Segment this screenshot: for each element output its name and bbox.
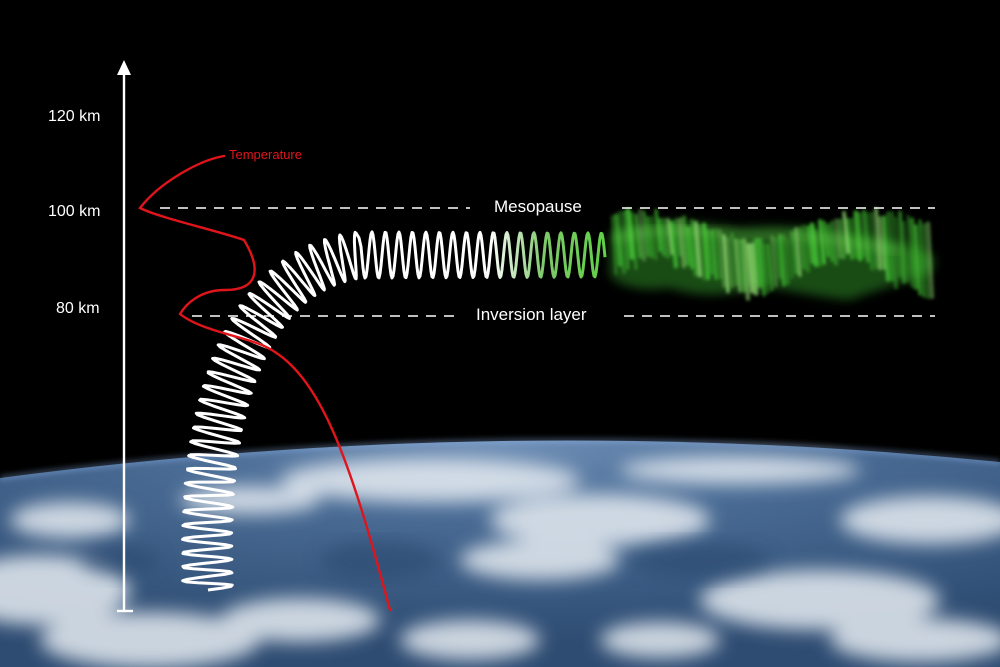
- aurora-ray: [753, 237, 763, 289]
- aurora-ray: [682, 215, 690, 266]
- aurora-ray: [650, 215, 658, 261]
- aurora-ray: [701, 222, 711, 281]
- aurora-ray: [778, 233, 786, 287]
- aurora-ray: [618, 210, 626, 275]
- aurora-ray: [786, 238, 794, 279]
- temperature-label: Temperature: [229, 147, 302, 162]
- aurora-ray: [826, 223, 834, 263]
- aurora-ray: [638, 208, 646, 262]
- aurora-ray: [909, 217, 919, 291]
- aurora-ray: [698, 224, 706, 281]
- aurora-ray: [770, 235, 778, 288]
- aurora-ray: [902, 220, 910, 284]
- altitude-tick-100: 100 km: [48, 203, 101, 220]
- aurora-ray: [886, 211, 894, 282]
- cloud-cover: [0, 456, 1000, 667]
- aurora-ray: [850, 217, 858, 259]
- aurora-ray: [842, 211, 850, 255]
- aurora-ray: [809, 222, 819, 268]
- aurora-ray: [738, 238, 746, 293]
- mesopause-label: Mesopause: [488, 197, 588, 217]
- aurora-ray: [646, 215, 654, 259]
- aurora-ray: [818, 219, 826, 265]
- aurora-ray: [879, 216, 885, 271]
- aurora-ray: [610, 215, 618, 275]
- aurora-ray: [658, 218, 666, 257]
- aurora-ray: [662, 217, 670, 259]
- aurora-ray: [906, 214, 914, 288]
- altitude-axis-arrow: [117, 60, 131, 75]
- aurora-ray: [925, 221, 935, 299]
- altitude-tick-80: 80 km: [56, 300, 100, 317]
- aurora-ray: [845, 217, 855, 261]
- aurora-ray: [894, 216, 902, 278]
- aurora-ray: [862, 209, 870, 263]
- aurora-ray: [918, 219, 926, 298]
- aurora-ray: [838, 218, 846, 260]
- aurora-ray: [710, 229, 718, 280]
- aurora-ray: [766, 243, 774, 292]
- aurora-ray: [774, 237, 782, 279]
- earth-surface: [0, 438, 1000, 667]
- gravity-wave: [181, 230, 497, 592]
- aurora-ray: [749, 242, 759, 296]
- airglow-band: [610, 207, 935, 301]
- aurora-ray: [874, 207, 882, 271]
- aurora-ray: [730, 232, 738, 287]
- aurora-ray: [914, 224, 922, 296]
- aurora-ray: [726, 237, 734, 289]
- aurora-ray: [858, 212, 866, 258]
- aurora-ray: [634, 213, 642, 259]
- aurora-ray: [674, 218, 682, 257]
- aurora-ray: [806, 225, 814, 265]
- aurora-ray: [898, 210, 906, 284]
- aurora-ray: [734, 238, 742, 293]
- aurora-ray: [830, 220, 838, 266]
- aurora-ray: [871, 211, 877, 270]
- aurora-ray: [622, 210, 630, 270]
- aurora-ray: [742, 238, 750, 301]
- aurora-ray: [685, 226, 695, 270]
- temperature-curve: [138, 154, 392, 612]
- aurora-ray: [922, 223, 930, 300]
- inversion-layer-label: Inversion layer: [470, 305, 593, 325]
- aurora-ray: [790, 230, 798, 275]
- aurora-ray: [666, 217, 674, 256]
- aurora-ray: [642, 210, 650, 258]
- gravity-wave-glow: [490, 231, 607, 279]
- aurora-ray: [706, 229, 714, 276]
- aurora-ray: [801, 224, 811, 273]
- aurora-ray: [722, 234, 730, 294]
- aurora-ray: [757, 237, 767, 297]
- aurora-ray: [677, 217, 687, 269]
- aurora-ray: [714, 228, 722, 280]
- aurora-ray: [630, 211, 638, 270]
- aurora-ray: [853, 210, 863, 262]
- aurora-ray: [746, 242, 754, 294]
- aurora-ray: [718, 229, 726, 288]
- aurora-ray: [762, 243, 770, 294]
- aurora-ray: [782, 234, 790, 286]
- aurora-ray: [866, 212, 874, 271]
- aurora-ray: [613, 213, 623, 267]
- altitude-tick-120: 120 km: [48, 108, 101, 125]
